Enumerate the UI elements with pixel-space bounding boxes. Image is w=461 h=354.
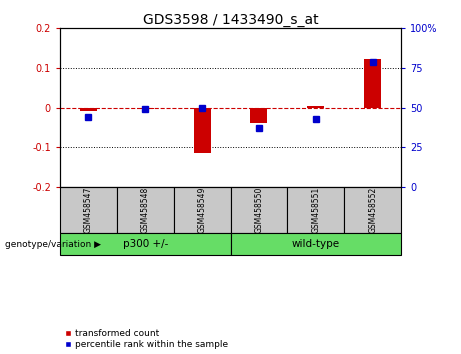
Legend: transformed count, percentile rank within the sample: transformed count, percentile rank withi… [65, 329, 228, 349]
Bar [344, 187, 401, 233]
Bar [60, 233, 230, 255]
Text: GSM458551: GSM458551 [311, 187, 320, 233]
Bar [250, 108, 267, 123]
Bar [287, 187, 344, 233]
Bar [174, 187, 230, 233]
Bar [307, 106, 324, 108]
Text: GSM458549: GSM458549 [198, 187, 207, 233]
Text: GSM458552: GSM458552 [368, 187, 377, 233]
Text: GSM458548: GSM458548 [141, 187, 150, 233]
Bar [60, 187, 117, 233]
Text: GSM458547: GSM458547 [84, 187, 93, 233]
Bar [230, 233, 401, 255]
Bar [80, 108, 97, 111]
Bar [194, 108, 211, 153]
Text: p300 +/-: p300 +/- [123, 239, 168, 249]
Bar [136, 108, 154, 109]
Title: GDS3598 / 1433490_s_at: GDS3598 / 1433490_s_at [143, 13, 318, 27]
Text: GSM458550: GSM458550 [254, 187, 263, 233]
Bar [364, 59, 381, 108]
Text: wild-type: wild-type [292, 239, 340, 249]
Bar [230, 187, 287, 233]
Bar [117, 187, 174, 233]
Text: genotype/variation ▶: genotype/variation ▶ [5, 240, 100, 249]
